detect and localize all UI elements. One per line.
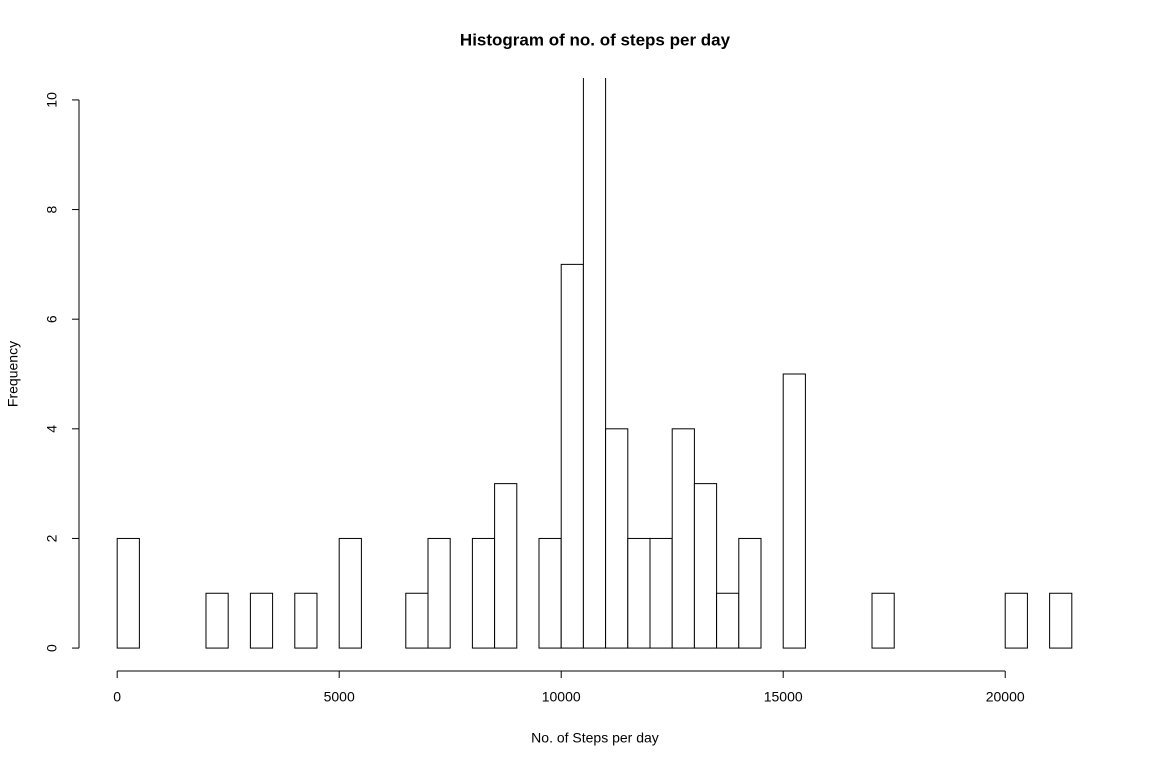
bar — [116, 537, 140, 649]
bar — [871, 592, 895, 649]
bar — [494, 483, 518, 649]
bar — [716, 592, 740, 649]
bar — [782, 373, 806, 649]
bar — [471, 537, 496, 649]
chart-title: Histogram of no. of steps per day — [460, 30, 731, 49]
bar — [627, 537, 651, 649]
y-tick-label: 0 — [44, 644, 60, 652]
bar — [338, 537, 362, 649]
x-axis-label: No. of Steps per day — [531, 730, 659, 746]
bar — [582, 78, 607, 649]
bar — [1004, 592, 1028, 649]
bar — [738, 537, 762, 649]
x-tick-label: 10000 — [542, 689, 581, 705]
y-tick-label: 4 — [44, 425, 60, 433]
bars — [116, 78, 1073, 649]
y-tick-label: 8 — [44, 205, 60, 213]
y-tick-label: 2 — [44, 534, 60, 542]
x-tick-label: 5000 — [324, 689, 355, 705]
bar — [693, 483, 718, 649]
x-tick-label: 20000 — [986, 689, 1025, 705]
bar — [249, 592, 274, 649]
y-axis-label: Frequency — [5, 341, 21, 407]
y-tick-label: 10 — [44, 92, 60, 108]
bar — [671, 428, 695, 649]
bar — [405, 592, 429, 649]
bar — [1049, 592, 1073, 649]
bar — [649, 537, 673, 649]
bar — [560, 263, 584, 649]
bar — [605, 428, 629, 649]
bar — [427, 537, 451, 649]
x-tick-label: 15000 — [764, 689, 803, 705]
bar — [294, 592, 318, 649]
bar — [205, 592, 229, 649]
y-tick-label: 6 — [44, 315, 60, 323]
bar — [538, 537, 562, 649]
x-tick-label: 0 — [113, 689, 121, 705]
